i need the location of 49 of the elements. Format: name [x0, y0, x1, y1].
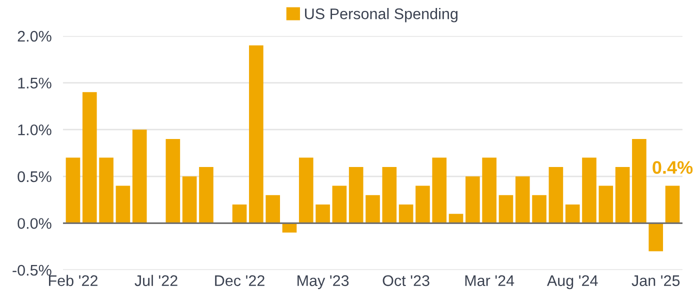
bar [182, 176, 197, 224]
data-label: 0.4% [652, 161, 693, 174]
bar [432, 158, 447, 224]
bar [548, 167, 564, 224]
bar [99, 158, 114, 224]
bar [199, 167, 214, 224]
y-tick-label: -0.5% [12, 264, 52, 276]
bar [565, 204, 580, 224]
y-tick-label: 1.5% [18, 78, 52, 88]
bar [482, 158, 496, 224]
bar [166, 138, 180, 224]
x-tick-label: Jul '22 [134, 274, 178, 286]
x-tick-label: Dec '22 [215, 275, 264, 286]
bar [532, 195, 546, 224]
legend-label: US Personal Spending [305, 8, 458, 22]
bar [466, 176, 480, 224]
bar [82, 92, 97, 224]
y-tick-label: 2.0% [18, 30, 52, 42]
bar [515, 176, 530, 224]
bar [366, 195, 380, 224]
bar [348, 167, 364, 224]
bar [398, 204, 414, 224]
y-tick-label: 0.5% [18, 171, 52, 182]
bar [249, 45, 264, 224]
bar [498, 195, 514, 224]
x-tick-label: Jan '25 [632, 275, 680, 286]
bar [665, 186, 680, 224]
x-tick-label: Aug '24 [546, 275, 598, 290]
bar [582, 158, 596, 224]
bar [298, 158, 314, 224]
x-tick-label: Mar '24 [465, 275, 514, 286]
bar [266, 195, 280, 224]
bar [598, 186, 614, 224]
bar [132, 130, 147, 224]
bar [382, 167, 397, 224]
bar [416, 186, 430, 224]
bar [232, 204, 247, 224]
bar [615, 167, 630, 224]
bar [316, 204, 330, 224]
x-tick-label: Feb '22 [49, 274, 98, 286]
bar [66, 158, 80, 224]
x-tick-label: Oct '23 [382, 275, 430, 286]
y-tick-label: 1.0% [18, 124, 52, 136]
bar [116, 186, 130, 224]
bar [332, 186, 347, 224]
y-tick-label: 0.0% [18, 218, 52, 229]
bar [648, 223, 664, 252]
bar [632, 138, 646, 224]
x-tick-label: May '23 [298, 275, 349, 290]
